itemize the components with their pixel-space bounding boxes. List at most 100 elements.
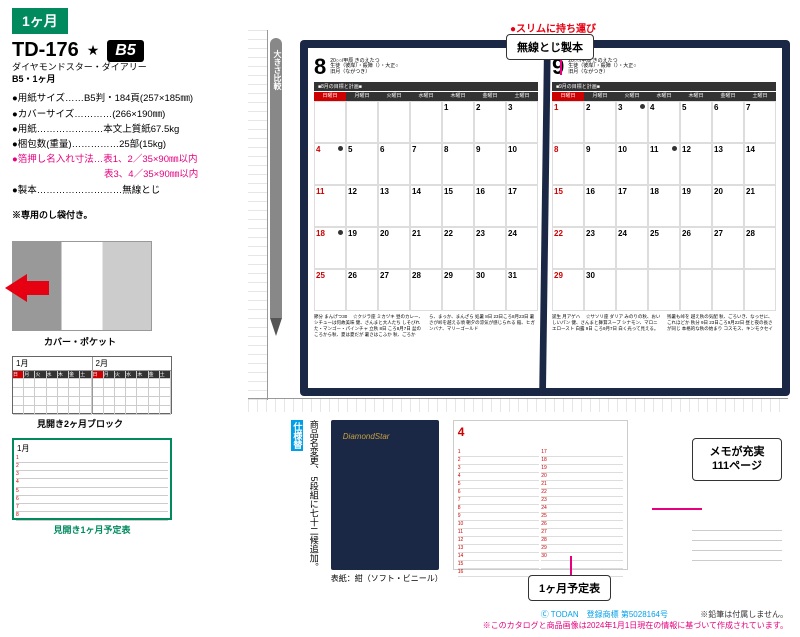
slim-label: ●スリムに持ち運び [510,20,596,35]
noshi-note: ※専用のし袋付き。 [0,204,245,225]
calendar-cell: 20 [378,227,410,269]
spec-foil2: 表3、4／35×90㎜以内 [12,167,233,182]
calendar-cell: 8 [552,143,584,185]
calendar-cell: 13 [378,185,410,227]
dow-cell: 日曜日 [552,92,584,101]
calendar-cell: 29 [552,269,584,311]
binding-callout: 無線とじ製本 [506,34,594,60]
cover-logo: DiamondStar [343,432,390,441]
memo-pages: 111ページ [703,459,771,473]
ruler-horizontal [248,398,788,412]
pencil-note: ※鉛筆は付属しません。 [700,610,788,619]
memo-callout: メモが充実 111ページ [692,438,782,561]
ruler-vertical [248,30,268,400]
calendar-cell: 9 [584,143,616,185]
cover-pocket-diagram [12,241,152,331]
calendar-cell: 11 [648,143,680,185]
calendar-cell [410,101,442,143]
calendar-cell: 30 [584,269,616,311]
dow-cell: 火曜日 [378,92,410,101]
memo-lines [692,521,782,561]
calendar-cell: 15 [552,185,584,227]
month8-sub3: 旧月（ながつき） [330,70,398,76]
calendar-cell: 26 [346,269,378,311]
calendar-cell: 22 [552,227,584,269]
spec-change-badge: 仕様替 [291,420,303,451]
calendar-cell [314,101,346,143]
dow-cell: 土曜日 [506,92,538,101]
product-name: ダイヤモンドスター・ダイアリー [12,62,233,74]
calendar-cell: 23 [474,227,506,269]
mini-sch-jan: 1月 [16,442,168,455]
calendar-cell [346,101,378,143]
goal-sep: ■9月の目標と計画■ [552,82,776,91]
trademark: Ⓒ TODAN 登録商標 第5028164号 [541,610,668,619]
calendar-cell [616,269,648,311]
calendar-cell: 27 [712,227,744,269]
spec-paper: ●用紙…………………本文上質紙67.5kg [12,122,233,137]
calendar-cell: 31 [506,269,538,311]
spec-binding: ●製本………………………無線とじ [12,183,233,198]
calendar-cell [648,269,680,311]
size-badge: B5 [107,40,143,62]
calendar-cell: 17 [506,185,538,227]
calendar-cell: 3 [616,101,648,143]
one-month-caption: 見開き1ヶ月予定表 [0,523,184,536]
dow-cell: 日曜日 [314,92,346,101]
two-month-block: 1月 日月火水木金土 2月 日月火水木金土 [12,356,172,414]
calendar-cell: 28 [744,227,776,269]
open-book: 8 20○○/甲辰 きのえたつ 生徒（彼岸）・殺陣（）・大正○ 旧月（ながつき）… [300,40,790,396]
spec-foil: ●箔押し名入れ寸法…表1、2／35×90㎜以内 [12,152,233,167]
calendar-cell: 9 [474,143,506,185]
cover-caption: 表紙：紺（ソフト・ビニール） [331,573,443,584]
dow-cell: 木曜日 [680,92,712,101]
dow-cell: 水曜日 [410,92,442,101]
calendar-cell: 27 [378,269,410,311]
dow-cell: 金曜日 [712,92,744,101]
mini-jan-label: 1月 [13,357,92,371]
calendar-cell: 28 [410,269,442,311]
calendar-cell: 25 [314,269,346,311]
goal-aug: ■8月の目標と計画■ [314,82,538,91]
calendar-cell: 22 [442,227,474,269]
calendar-cell: 26 [680,227,712,269]
calendar-cell: 20 [712,185,744,227]
calendar-cell: 21 [410,227,442,269]
calendar-cell [712,269,744,311]
calendar-cell [744,269,776,311]
calendar-cell: 18 [648,185,680,227]
calendar-cell: 4 [314,143,346,185]
dow-cell: 水曜日 [648,92,680,101]
calendar-cell: 1 [552,101,584,143]
calendar-cell: 12 [680,143,712,185]
calendar-cell: 4 [648,101,680,143]
month-8: 8 [314,54,326,80]
sched-month: 4 [458,425,623,439]
dow-cell: 木曜日 [442,92,474,101]
calendar-cell: 8 [442,143,474,185]
calendar-cell: 6 [712,101,744,143]
memo-title: メモが充実 [703,445,771,459]
spec-list: ●用紙サイズ……B5判・184頁(257×185㎜) ●カバーサイズ…………(2… [0,85,245,203]
calendar-cell: 14 [744,143,776,185]
spec-change-text: 商品名変更、 5段組に七十二候追加。 [306,420,320,572]
schedule-callout: 1ヶ月予定表 [528,575,611,601]
calendar-cell: 24 [506,227,538,269]
calendar-cell: 19 [346,227,378,269]
spec-cover-size: ●カバーサイズ…………(266×190㎜) [12,107,233,122]
month-badge: 1ヶ月 [12,8,68,34]
calendar-cell: 23 [584,227,616,269]
calendar-cell: 18 [314,227,346,269]
calendar-cell: 15 [442,185,474,227]
calendar-cell: 29 [442,269,474,311]
schedule-page: 4 12345678910111213141516 17181920212223… [453,420,628,570]
footer-aug: 節分 まんげつ30 ☆クジラ座 ミカヅキ 昼のカレー、シチューは何故美味 健、さ… [314,314,538,337]
month9-sub3: 旧月（ながつき） [568,70,636,76]
dow-cell: 月曜日 [584,92,616,101]
calendar-cell [680,269,712,311]
calendar-cell: 3 [506,101,538,143]
product-subtitle: B5・1ヶ月 [12,74,233,86]
calendar-cell: 25 [648,227,680,269]
page-august: 8 20○○/甲辰 きのえたつ 生徒（彼岸）・殺陣（）・大正○ 旧月（ながつき）… [308,48,544,388]
calendar-cell: 1 [442,101,474,143]
